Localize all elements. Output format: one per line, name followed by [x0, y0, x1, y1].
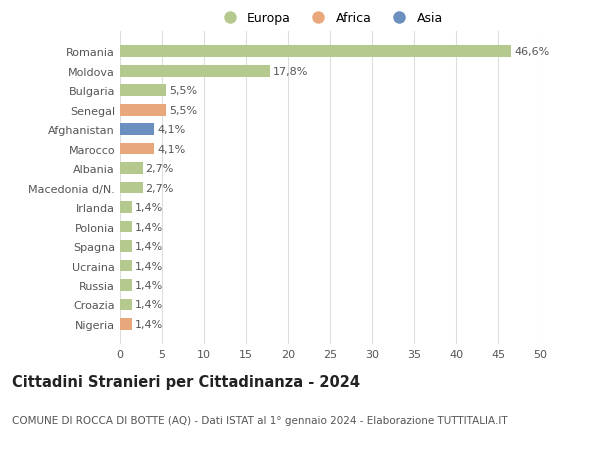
Text: 1,4%: 1,4%: [134, 280, 163, 291]
Bar: [120, 163, 143, 174]
Text: 2,7%: 2,7%: [146, 183, 174, 193]
Bar: [120, 46, 511, 58]
Text: 46,6%: 46,6%: [514, 47, 550, 57]
Legend: Europa, Africa, Asia: Europa, Africa, Asia: [212, 7, 448, 30]
Text: 4,1%: 4,1%: [157, 125, 185, 135]
Text: 4,1%: 4,1%: [157, 144, 185, 154]
Bar: [120, 144, 154, 155]
Bar: [120, 260, 132, 272]
Bar: [120, 299, 132, 311]
Text: 1,4%: 1,4%: [134, 319, 163, 329]
Bar: [120, 319, 132, 330]
Bar: [120, 280, 132, 291]
Text: 2,7%: 2,7%: [146, 164, 174, 174]
Bar: [120, 202, 132, 213]
Bar: [120, 105, 166, 116]
Bar: [120, 66, 269, 78]
Bar: [120, 85, 166, 97]
Text: 1,4%: 1,4%: [134, 261, 163, 271]
Text: 1,4%: 1,4%: [134, 202, 163, 213]
Text: 17,8%: 17,8%: [272, 67, 308, 77]
Text: 5,5%: 5,5%: [169, 86, 197, 96]
Bar: [120, 182, 143, 194]
Bar: [120, 221, 132, 233]
Bar: [120, 124, 154, 136]
Text: COMUNE DI ROCCA DI BOTTE (AQ) - Dati ISTAT al 1° gennaio 2024 - Elaborazione TUT: COMUNE DI ROCCA DI BOTTE (AQ) - Dati IST…: [12, 415, 508, 425]
Text: 1,4%: 1,4%: [134, 241, 163, 252]
Text: 5,5%: 5,5%: [169, 106, 197, 116]
Bar: [120, 241, 132, 252]
Text: Cittadini Stranieri per Cittadinanza - 2024: Cittadini Stranieri per Cittadinanza - 2…: [12, 374, 360, 389]
Text: 1,4%: 1,4%: [134, 300, 163, 310]
Text: 1,4%: 1,4%: [134, 222, 163, 232]
